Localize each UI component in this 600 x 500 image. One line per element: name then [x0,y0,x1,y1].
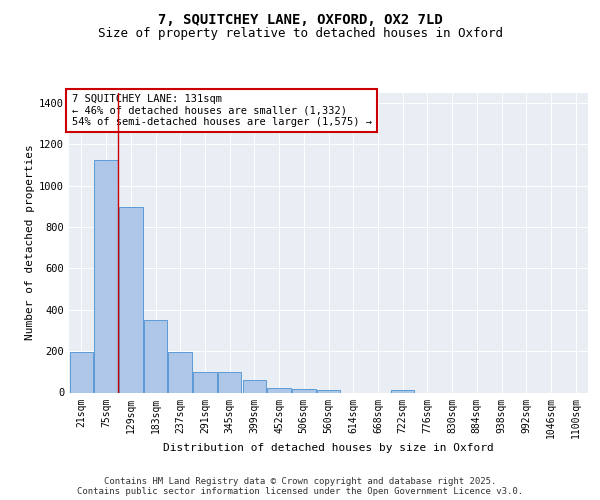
Bar [70,352,93,393]
Text: Size of property relative to detached houses in Oxford: Size of property relative to detached ho… [97,28,503,40]
Bar [242,380,266,392]
Bar [292,389,316,392]
Text: Contains HM Land Registry data © Crown copyright and database right 2025.
Contai: Contains HM Land Registry data © Crown c… [77,476,523,496]
Bar [391,390,415,392]
Bar [218,372,241,392]
Bar [94,160,118,392]
Bar [169,352,192,393]
Bar [144,320,167,392]
Bar [317,390,340,392]
Bar [119,208,143,392]
X-axis label: Distribution of detached houses by size in Oxford: Distribution of detached houses by size … [163,442,494,452]
Bar [268,388,291,392]
Text: 7, SQUITCHEY LANE, OXFORD, OX2 7LD: 7, SQUITCHEY LANE, OXFORD, OX2 7LD [158,12,442,26]
Y-axis label: Number of detached properties: Number of detached properties [25,144,35,340]
Bar [193,372,217,392]
Text: 7 SQUITCHEY LANE: 131sqm
← 46% of detached houses are smaller (1,332)
54% of sem: 7 SQUITCHEY LANE: 131sqm ← 46% of detach… [71,94,371,127]
